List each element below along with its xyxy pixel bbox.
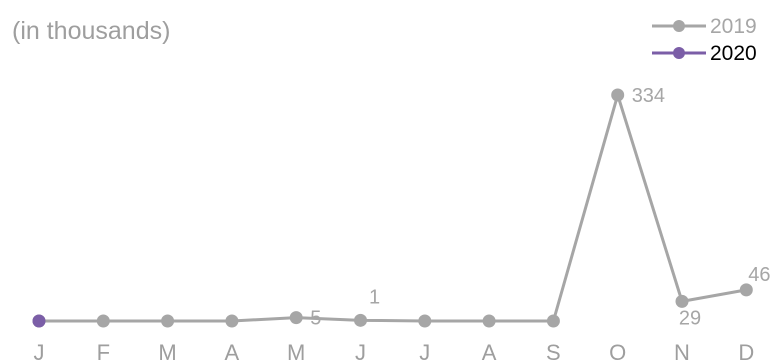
- x-tick-label: A: [225, 340, 240, 363]
- data-point-2019: [482, 314, 496, 328]
- x-tick-label: N: [674, 340, 690, 363]
- series-2020: [32, 314, 46, 328]
- data-point-2019: [546, 314, 560, 328]
- legend-item-2019: 2019: [652, 15, 757, 38]
- chart-subtitle: (in thousands): [12, 17, 170, 45]
- data-label: 46: [748, 264, 770, 286]
- data-point-2019: [161, 314, 175, 328]
- data-point-2020: [32, 314, 46, 328]
- x-tick-label: J: [419, 340, 430, 363]
- x-tick-label: F: [97, 340, 110, 363]
- legend-item-2020: 2020: [652, 42, 757, 65]
- data-point-2019: [289, 311, 303, 325]
- data-label: 29: [679, 307, 701, 329]
- data-labels: 5 1 334 29 46: [310, 85, 770, 330]
- x-tick-label: M: [158, 340, 176, 363]
- data-point-2019: [418, 314, 432, 328]
- series-2019: [32, 88, 753, 328]
- data-point-2019: [354, 313, 367, 327]
- series-line-2019: [39, 93, 747, 323]
- data-label: 5: [310, 308, 321, 330]
- data-label: 1: [369, 286, 380, 308]
- x-tick-label: M: [287, 340, 305, 363]
- x-tick-label: D: [738, 340, 754, 363]
- data-point-2019: [96, 314, 110, 328]
- x-tick-label: J: [355, 340, 366, 363]
- data-point-2019: [739, 283, 753, 297]
- data-point-2019: [611, 88, 625, 102]
- legend-label-2019: 2019: [710, 15, 757, 38]
- data-label: 334: [632, 85, 665, 107]
- x-tick-label: O: [609, 340, 626, 363]
- legend: 2019 2020: [652, 15, 757, 65]
- x-tick-label: J: [34, 340, 45, 363]
- legend-marker-2019: [673, 20, 685, 32]
- x-tick-label: A: [482, 340, 497, 363]
- x-tick-label: S: [546, 340, 561, 363]
- legend-marker-2020: [673, 47, 685, 59]
- data-point-2019: [675, 294, 689, 308]
- legend-label-2020: 2020: [710, 42, 757, 65]
- data-point-2019: [225, 314, 239, 328]
